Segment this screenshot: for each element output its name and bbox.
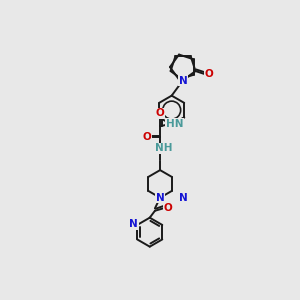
Text: NH: NH	[155, 143, 173, 153]
Text: O: O	[156, 108, 164, 118]
Text: N: N	[129, 219, 138, 229]
Text: N: N	[179, 76, 188, 86]
Text: N: N	[156, 193, 164, 203]
Text: O: O	[142, 132, 152, 142]
Text: O: O	[204, 70, 213, 80]
Text: N: N	[179, 76, 188, 86]
Text: HN: HN	[166, 118, 183, 129]
Text: O: O	[164, 203, 173, 213]
Text: N: N	[179, 193, 188, 203]
